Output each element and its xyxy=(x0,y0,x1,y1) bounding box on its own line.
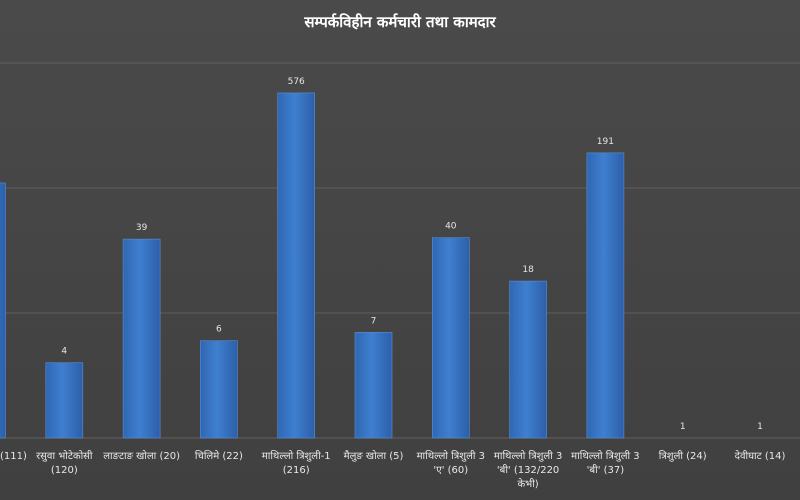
data-label: 18 xyxy=(522,265,534,275)
tick-label: (216) xyxy=(283,465,310,476)
data-label: 40 xyxy=(445,222,457,232)
data-label: 191 xyxy=(597,137,614,147)
tick-label: त्रिशुली (24) xyxy=(659,450,707,462)
bar xyxy=(200,340,238,439)
chart-title: सम्पर्कविहीन कर्मचारी तथा कामदार xyxy=(303,13,496,31)
tick-label: केभी) xyxy=(517,478,538,490)
tick-label: 'बी' (132/220 xyxy=(497,464,559,476)
tick-label: माथिल्लो त्रिशुली 3 xyxy=(494,450,562,462)
bar xyxy=(45,362,84,439)
tick-label: रसुवा भोटेकोसी xyxy=(36,450,93,462)
data-label: 1 xyxy=(680,422,686,432)
data-label: 4 xyxy=(61,347,67,357)
bar xyxy=(354,332,393,439)
tick-label: मैलुङ खोला (5) xyxy=(344,450,404,462)
bar xyxy=(509,280,547,439)
tick-label: 'बी' (37) xyxy=(587,464,625,476)
tick-label: माथिल्लो त्रिशुली 3 xyxy=(571,450,639,462)
data-label: 6 xyxy=(216,325,222,335)
bar xyxy=(0,182,6,439)
data-label: 39 xyxy=(136,223,148,233)
tick-label: माथिल्लो त्रिशुली-1 xyxy=(262,450,331,462)
data-label: 7 xyxy=(371,316,377,326)
data-label: 1 xyxy=(757,422,763,432)
bar xyxy=(431,237,470,439)
tick-label: चिलिमे (22) xyxy=(195,450,243,462)
bar xyxy=(122,238,161,439)
tick-label: (120) xyxy=(51,465,78,476)
tick-label: माथिल्लो त्रिशुली 3 xyxy=(417,450,485,462)
tick-label: 'ए' (60) xyxy=(433,465,468,476)
bar xyxy=(586,152,625,439)
tick-label: लाङटाङ खोला (20) xyxy=(103,450,180,462)
tick-label: (111) xyxy=(0,451,27,462)
data-label: 576 xyxy=(288,77,305,87)
bar xyxy=(277,92,316,439)
tick-label: देवीघाट (14) xyxy=(735,450,786,462)
